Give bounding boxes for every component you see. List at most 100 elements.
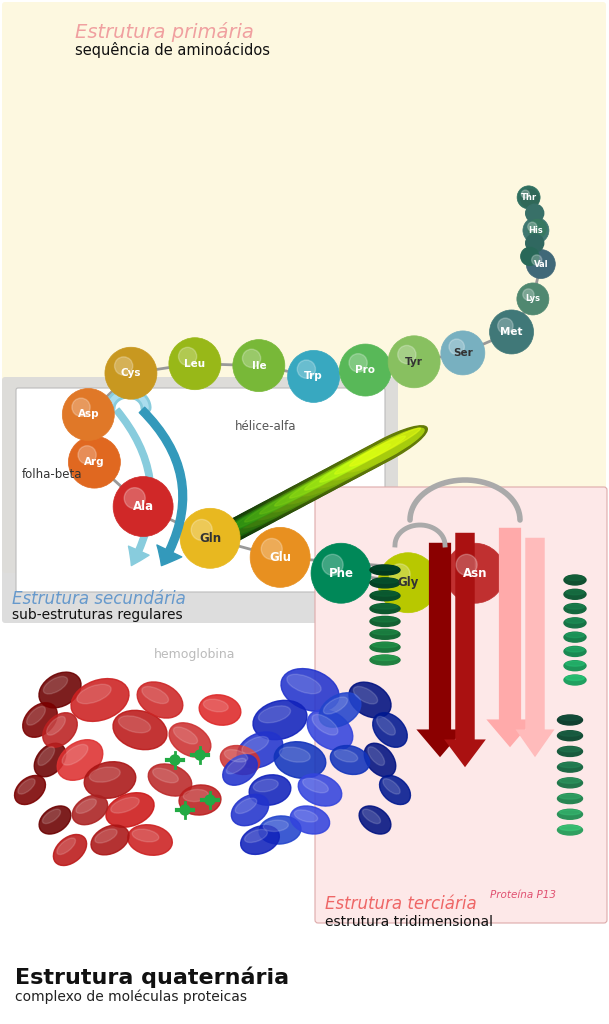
Circle shape — [114, 356, 133, 375]
Ellipse shape — [560, 825, 580, 830]
Text: Estrutura primária: Estrutura primária — [75, 22, 254, 42]
Ellipse shape — [153, 768, 178, 782]
Text: hemoglobina: hemoglobina — [154, 648, 236, 662]
Circle shape — [205, 795, 215, 805]
Circle shape — [490, 310, 533, 354]
Ellipse shape — [350, 428, 420, 466]
FancyArrowPatch shape — [114, 409, 154, 565]
Text: Ala: Ala — [133, 500, 153, 513]
Ellipse shape — [312, 715, 338, 735]
Ellipse shape — [566, 676, 585, 681]
Ellipse shape — [566, 647, 585, 652]
Circle shape — [517, 283, 549, 315]
Circle shape — [124, 487, 145, 509]
FancyArrowPatch shape — [444, 532, 486, 767]
Ellipse shape — [137, 682, 183, 718]
Ellipse shape — [304, 452, 375, 490]
Ellipse shape — [557, 731, 582, 740]
Text: sequência de aminoácidos: sequência de aminoácidos — [75, 42, 270, 58]
Ellipse shape — [372, 630, 398, 635]
Circle shape — [287, 350, 340, 402]
Ellipse shape — [230, 492, 300, 530]
Circle shape — [398, 345, 416, 364]
Ellipse shape — [323, 697, 348, 714]
Ellipse shape — [370, 630, 400, 639]
Circle shape — [456, 554, 477, 575]
Ellipse shape — [132, 829, 159, 842]
Ellipse shape — [91, 825, 129, 855]
Circle shape — [526, 250, 555, 279]
Ellipse shape — [242, 736, 269, 754]
Ellipse shape — [283, 458, 367, 506]
Circle shape — [105, 347, 157, 399]
Ellipse shape — [241, 484, 319, 527]
Ellipse shape — [370, 578, 400, 588]
Ellipse shape — [253, 474, 337, 522]
Ellipse shape — [298, 450, 382, 499]
Ellipse shape — [214, 500, 286, 538]
Ellipse shape — [290, 806, 329, 834]
Ellipse shape — [331, 436, 409, 480]
Circle shape — [521, 248, 539, 265]
Text: Gly: Gly — [397, 577, 419, 589]
Ellipse shape — [334, 750, 357, 762]
Ellipse shape — [238, 481, 322, 530]
Ellipse shape — [27, 707, 45, 725]
Ellipse shape — [18, 778, 35, 794]
Ellipse shape — [373, 713, 407, 748]
Ellipse shape — [47, 717, 65, 735]
Ellipse shape — [368, 746, 384, 766]
Ellipse shape — [560, 810, 580, 815]
Circle shape — [180, 805, 190, 815]
Text: Ser: Ser — [453, 348, 473, 358]
Ellipse shape — [294, 810, 318, 822]
Circle shape — [78, 445, 96, 464]
Ellipse shape — [76, 799, 96, 813]
Ellipse shape — [349, 682, 391, 718]
Ellipse shape — [281, 669, 339, 712]
Ellipse shape — [142, 686, 169, 703]
Text: Lys: Lys — [526, 295, 540, 303]
Text: hélice-alfa: hélice-alfa — [235, 420, 297, 433]
Ellipse shape — [148, 764, 192, 796]
Text: His: His — [529, 226, 543, 234]
Text: Tyr: Tyr — [405, 356, 423, 367]
Text: Met: Met — [501, 327, 523, 337]
Ellipse shape — [241, 825, 280, 854]
Ellipse shape — [43, 713, 77, 748]
Ellipse shape — [77, 684, 111, 703]
Text: Phe: Phe — [328, 566, 354, 580]
Text: Asn: Asn — [463, 566, 487, 580]
Ellipse shape — [39, 672, 81, 708]
Ellipse shape — [23, 702, 57, 737]
Ellipse shape — [106, 793, 154, 827]
Circle shape — [449, 339, 465, 354]
Ellipse shape — [84, 762, 136, 799]
Ellipse shape — [370, 655, 400, 665]
Ellipse shape — [256, 476, 334, 520]
Ellipse shape — [364, 743, 396, 777]
Circle shape — [528, 222, 537, 231]
Circle shape — [233, 340, 285, 391]
Text: sub-estruturas regulares: sub-estruturas regulares — [12, 608, 183, 622]
Ellipse shape — [72, 796, 108, 824]
Ellipse shape — [259, 816, 301, 844]
Circle shape — [532, 255, 542, 265]
Text: Thr: Thr — [521, 193, 537, 202]
Text: Arg: Arg — [84, 457, 105, 467]
Ellipse shape — [38, 746, 55, 766]
Ellipse shape — [370, 591, 400, 601]
Circle shape — [378, 553, 438, 612]
Ellipse shape — [560, 778, 580, 783]
Ellipse shape — [370, 565, 400, 575]
Ellipse shape — [90, 767, 120, 782]
Circle shape — [169, 338, 221, 390]
Ellipse shape — [557, 809, 582, 819]
Ellipse shape — [557, 778, 582, 787]
Ellipse shape — [328, 434, 412, 482]
Circle shape — [297, 360, 315, 378]
Text: Val: Val — [533, 259, 548, 268]
Ellipse shape — [111, 798, 139, 813]
Text: Gln: Gln — [199, 531, 221, 545]
Circle shape — [250, 527, 310, 588]
